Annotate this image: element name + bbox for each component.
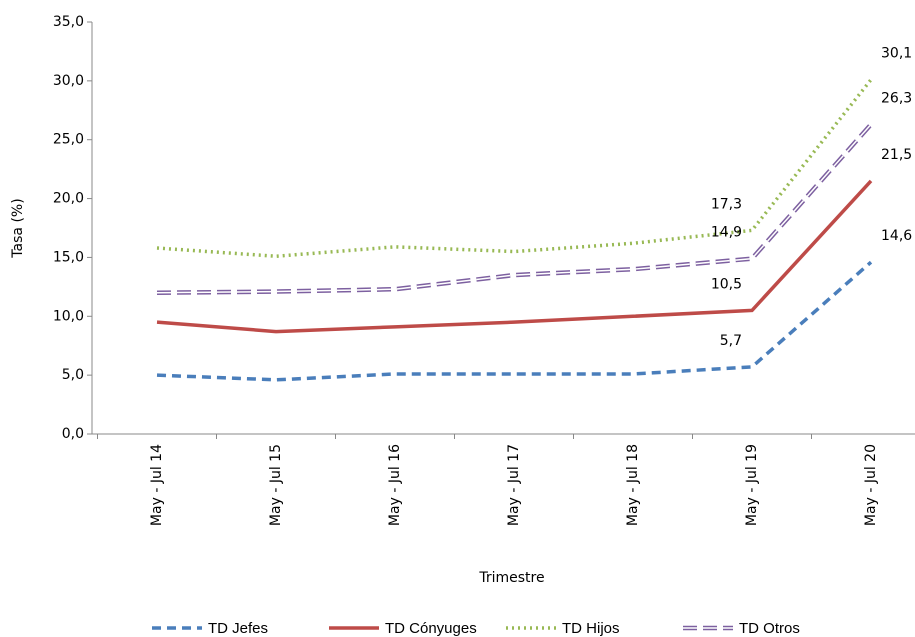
y-tick-label: 10,0 xyxy=(53,308,84,324)
legend-label: TD Cónyuges xyxy=(385,620,477,637)
x-tick-label: May - Jul 20 xyxy=(863,444,879,526)
series-line xyxy=(156,78,873,259)
series-line-highlight xyxy=(156,123,872,294)
legend-label: TD Jefes xyxy=(208,620,268,637)
series-line xyxy=(156,122,873,295)
x-tick-label: May - Jul 18 xyxy=(625,444,641,526)
y-tick-label: 5,0 xyxy=(62,367,84,383)
x-tick-label: May - Jul 19 xyxy=(744,444,760,526)
data-label: 17,3 xyxy=(711,196,742,212)
data-label: 5,7 xyxy=(720,333,742,349)
x-tick-label: May - Jul 16 xyxy=(387,444,403,526)
x-tick-label: May - Jul 14 xyxy=(149,444,165,526)
y-axis-title: Tasa (%) xyxy=(10,198,26,258)
data-label: 14,9 xyxy=(711,225,742,241)
y-tick-label: 25,0 xyxy=(53,132,84,148)
x-tick-label: May - Jul 15 xyxy=(268,444,284,526)
y-tick-label: 35,0 xyxy=(53,14,84,30)
data-label: 14,6 xyxy=(881,228,912,244)
data-label: 30,1 xyxy=(881,46,912,62)
y-tick-label: 0,0 xyxy=(62,426,84,442)
legend-label: TD Otros xyxy=(739,620,800,637)
x-axis-title: Trimestre xyxy=(478,570,544,586)
y-tick-label: 15,0 xyxy=(53,249,84,265)
x-tick-label: May - Jul 17 xyxy=(506,444,522,526)
y-tick-label: 20,0 xyxy=(53,191,84,207)
series-line xyxy=(156,179,873,334)
legend-label: TD Hijos xyxy=(562,620,620,637)
data-label: 26,3 xyxy=(881,90,912,106)
data-label: 21,5 xyxy=(881,147,912,163)
y-tick-label: 30,0 xyxy=(53,73,84,89)
data-label: 10,5 xyxy=(711,276,742,292)
